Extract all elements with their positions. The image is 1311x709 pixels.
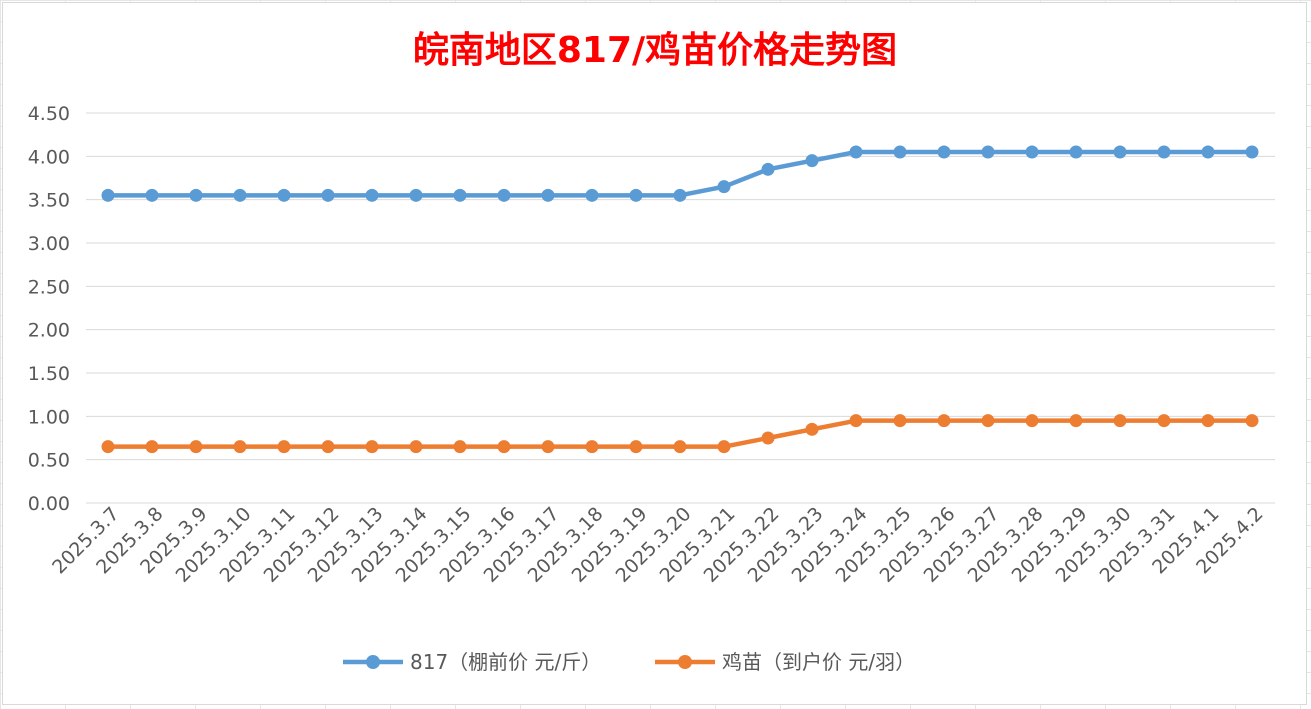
data-point <box>585 188 599 202</box>
y-tick-label: 3.50 <box>28 190 70 212</box>
data-point <box>893 145 907 159</box>
data-point <box>409 188 423 202</box>
y-tick-label: 1.50 <box>28 363 70 385</box>
data-point <box>541 440 555 454</box>
data-point <box>321 440 335 454</box>
data-point <box>1069 414 1083 428</box>
data-point <box>761 431 775 445</box>
data-point <box>233 440 247 454</box>
y-tick-label: 2.50 <box>28 276 70 298</box>
data-point <box>717 440 731 454</box>
data-point <box>497 188 511 202</box>
data-point <box>673 440 687 454</box>
legend-label: 鸡苗（到户价 元/羽） <box>722 650 915 674</box>
data-point <box>541 188 555 202</box>
data-point <box>981 414 995 428</box>
data-point <box>277 188 291 202</box>
legend-swatch-marker <box>678 655 692 669</box>
y-tick-label: 0.50 <box>28 450 70 472</box>
data-point <box>365 440 379 454</box>
data-point <box>1157 145 1171 159</box>
data-point <box>1025 145 1039 159</box>
y-tick-label: 2.00 <box>28 320 70 342</box>
data-point <box>805 422 819 436</box>
data-point <box>1069 145 1083 159</box>
data-point <box>673 188 687 202</box>
data-point <box>1201 145 1215 159</box>
y-tick-label: 1.00 <box>28 406 70 428</box>
data-point <box>145 440 159 454</box>
y-tick-label: 3.00 <box>28 233 70 255</box>
chart-title: 皖南地区817/鸡苗价格走势图 <box>413 30 897 71</box>
data-point <box>321 188 335 202</box>
data-point <box>981 145 995 159</box>
data-point <box>145 188 159 202</box>
data-point <box>761 162 775 176</box>
y-tick-label: 0.00 <box>28 493 70 515</box>
y-tick-label: 4.50 <box>28 103 70 125</box>
data-point <box>233 188 247 202</box>
data-point <box>893 414 907 428</box>
data-point <box>937 414 951 428</box>
legend-swatch-marker <box>366 655 380 669</box>
data-point <box>805 154 819 168</box>
data-point <box>937 145 951 159</box>
data-point <box>101 440 115 454</box>
data-point <box>849 414 863 428</box>
data-point <box>453 440 467 454</box>
data-point <box>1113 414 1127 428</box>
data-point <box>849 145 863 159</box>
data-point <box>717 180 731 194</box>
data-point <box>101 188 115 202</box>
data-point <box>585 440 599 454</box>
y-tick-label: 4.00 <box>28 146 70 168</box>
data-point <box>277 440 291 454</box>
data-point <box>629 440 643 454</box>
data-point <box>365 188 379 202</box>
data-point <box>1025 414 1039 428</box>
data-point <box>1157 414 1171 428</box>
data-point <box>409 440 423 454</box>
data-point <box>1245 414 1259 428</box>
legend-label: 817（棚前价 元/斤） <box>410 650 601 674</box>
data-point <box>189 440 203 454</box>
data-point <box>1245 145 1259 159</box>
data-point <box>629 188 643 202</box>
data-point <box>497 440 511 454</box>
data-point <box>1201 414 1215 428</box>
data-point <box>1113 145 1127 159</box>
data-point <box>189 188 203 202</box>
data-point <box>453 188 467 202</box>
